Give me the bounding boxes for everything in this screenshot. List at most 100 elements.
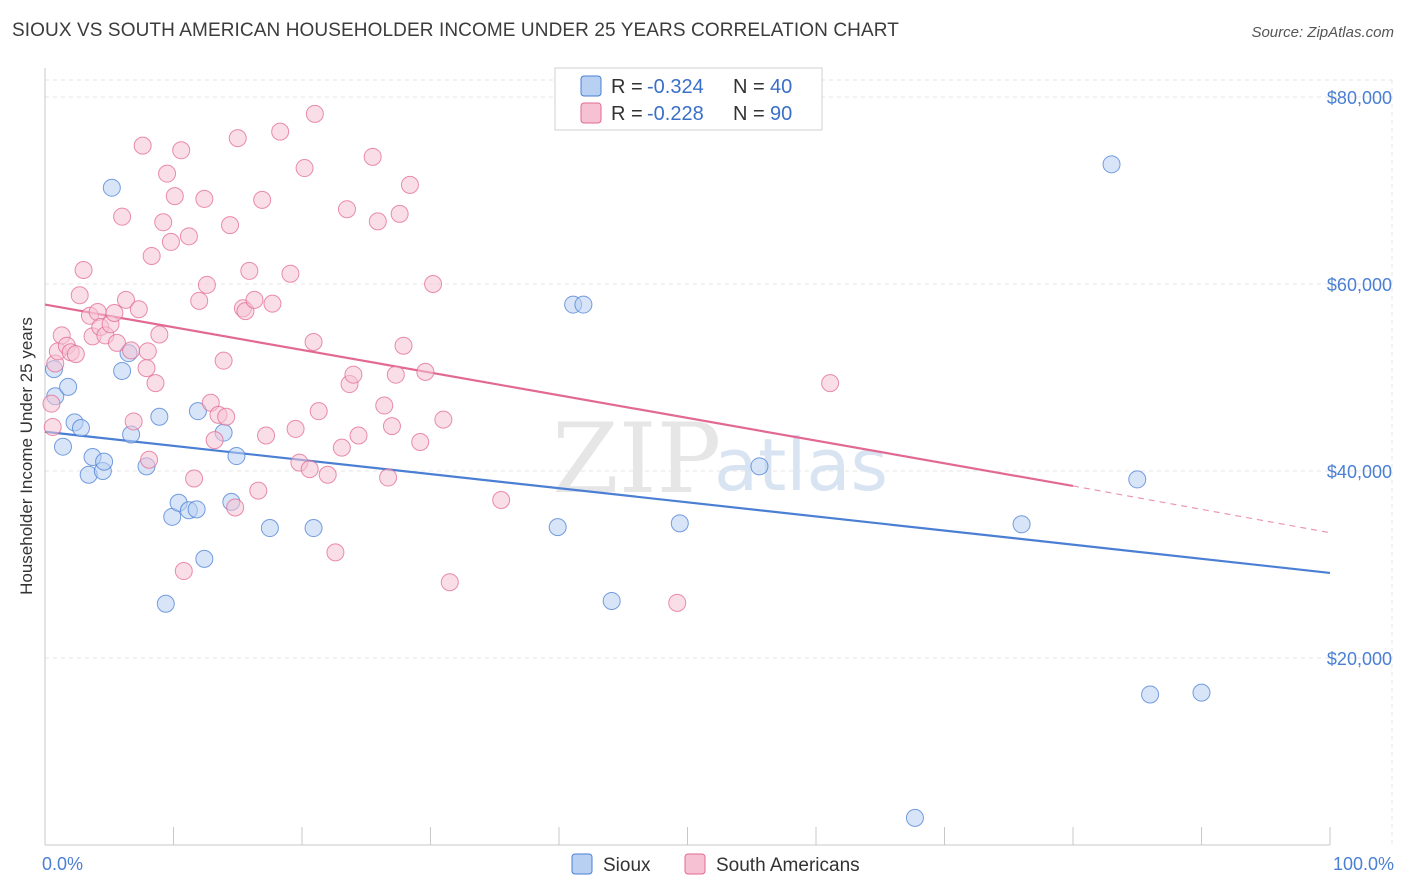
x-tick-labels: 0.0% 100.0%	[42, 854, 1394, 874]
south-americans-point	[305, 104, 324, 123]
south-americans-point	[263, 294, 282, 313]
south-americans-point	[107, 333, 126, 352]
sioux-point	[59, 377, 78, 396]
x-tick-label: 100.0%	[1333, 854, 1394, 874]
south-americans-point	[133, 136, 152, 155]
sioux-point	[187, 500, 206, 519]
south-americans-point	[226, 498, 245, 517]
south-americans-point	[146, 374, 165, 393]
sioux-point	[750, 457, 769, 476]
sioux-point	[1012, 515, 1031, 534]
south-americans-point	[332, 438, 351, 457]
sioux-point	[95, 452, 114, 471]
sioux-point	[71, 418, 90, 437]
south-americans-point	[154, 213, 173, 232]
south-americans-trend-extension	[1072, 485, 1331, 534]
data-points	[42, 104, 1211, 827]
sioux-point	[156, 594, 175, 613]
legend-n-label: N =	[733, 103, 765, 125]
south-americans-point	[179, 227, 198, 246]
bottom-legend-swatch-sioux	[571, 853, 593, 875]
sioux-point	[102, 178, 121, 197]
sioux-point	[260, 519, 279, 538]
south-americans-point	[66, 345, 85, 364]
legend-r-value: -0.324	[647, 76, 704, 98]
south-americans-point	[337, 200, 356, 219]
south-americans-point	[221, 216, 240, 235]
south-americans-point	[70, 286, 89, 305]
south-americans-point	[113, 207, 132, 226]
sioux-point	[548, 518, 567, 537]
south-americans-point	[172, 141, 191, 160]
south-americans-point	[253, 190, 272, 209]
south-americans-point	[379, 468, 398, 487]
south-americans-point	[161, 232, 180, 251]
south-americans-point	[344, 365, 363, 384]
legend-r-value: -0.228	[647, 103, 704, 125]
south-americans-point	[349, 426, 368, 445]
sioux-point	[1141, 685, 1160, 704]
legend-n-label: N =	[733, 76, 765, 98]
south-americans-point	[375, 396, 394, 415]
sioux-point	[602, 591, 621, 610]
sioux-point	[1102, 155, 1121, 174]
south-americans-point	[382, 417, 401, 436]
south-americans-point	[434, 410, 453, 429]
south-americans-point	[368, 212, 387, 231]
legend: R = -0.324 N = 40 R = -0.228 N = 90	[554, 67, 823, 131]
bottom-legend-sioux: Sioux	[603, 855, 651, 876]
bottom-legend-swatch-south-americans	[684, 853, 706, 875]
south-americans-point	[318, 465, 337, 484]
sioux-point	[188, 402, 207, 421]
south-americans-point	[326, 543, 345, 562]
south-americans-point	[295, 159, 314, 178]
south-americans-point	[300, 460, 319, 479]
south-americans-point	[668, 593, 687, 612]
legend-r-label: R =	[611, 76, 643, 98]
south-americans-point	[116, 290, 135, 309]
south-americans-point	[214, 351, 233, 370]
south-americans-point	[394, 336, 413, 355]
y-tick-label: $20,000	[1327, 649, 1392, 669]
sioux-point	[150, 407, 169, 426]
south-americans-point	[174, 562, 193, 581]
south-americans-point	[195, 189, 214, 208]
south-americans-point	[140, 450, 159, 469]
legend-swatch-sioux	[580, 75, 602, 97]
south-americans-point	[440, 573, 459, 592]
south-americans-point	[492, 490, 511, 509]
south-americans-point	[390, 204, 409, 223]
sioux-point	[113, 361, 132, 380]
south-americans-point	[122, 341, 141, 360]
axes	[44, 68, 1331, 846]
south-americans-point	[205, 431, 224, 450]
x-tick-label: 0.0%	[42, 854, 83, 874]
y-tick-label: $80,000	[1327, 88, 1392, 108]
y-tick-labels: $20,000 $40,000 $60,000 $80,000	[1327, 88, 1392, 669]
sioux-point	[670, 514, 689, 533]
sioux-point	[1128, 470, 1147, 489]
south-americans-point	[74, 260, 93, 279]
south-americans-point	[363, 147, 382, 166]
south-americans-point	[400, 175, 419, 194]
south-americans-point	[129, 300, 148, 319]
south-americans-point	[245, 290, 264, 309]
south-americans-point	[257, 426, 276, 445]
south-americans-point	[424, 275, 443, 293]
sioux-point	[53, 437, 72, 456]
watermark: ZIP atlas	[552, 403, 888, 515]
south-americans-point	[217, 407, 236, 426]
sioux-point	[574, 295, 593, 314]
legend-swatch-south-americans	[580, 102, 602, 124]
sioux-point	[195, 549, 214, 568]
south-americans-point	[386, 365, 405, 384]
bottom-legend: Sioux South Americans	[571, 853, 860, 876]
south-americans-point	[286, 419, 305, 438]
south-americans-point	[271, 122, 290, 141]
south-americans-point	[42, 394, 61, 413]
south-americans-point	[309, 402, 328, 421]
south-americans-point	[411, 433, 430, 452]
south-americans-point	[190, 291, 209, 310]
legend-n-value: 90	[770, 103, 792, 125]
